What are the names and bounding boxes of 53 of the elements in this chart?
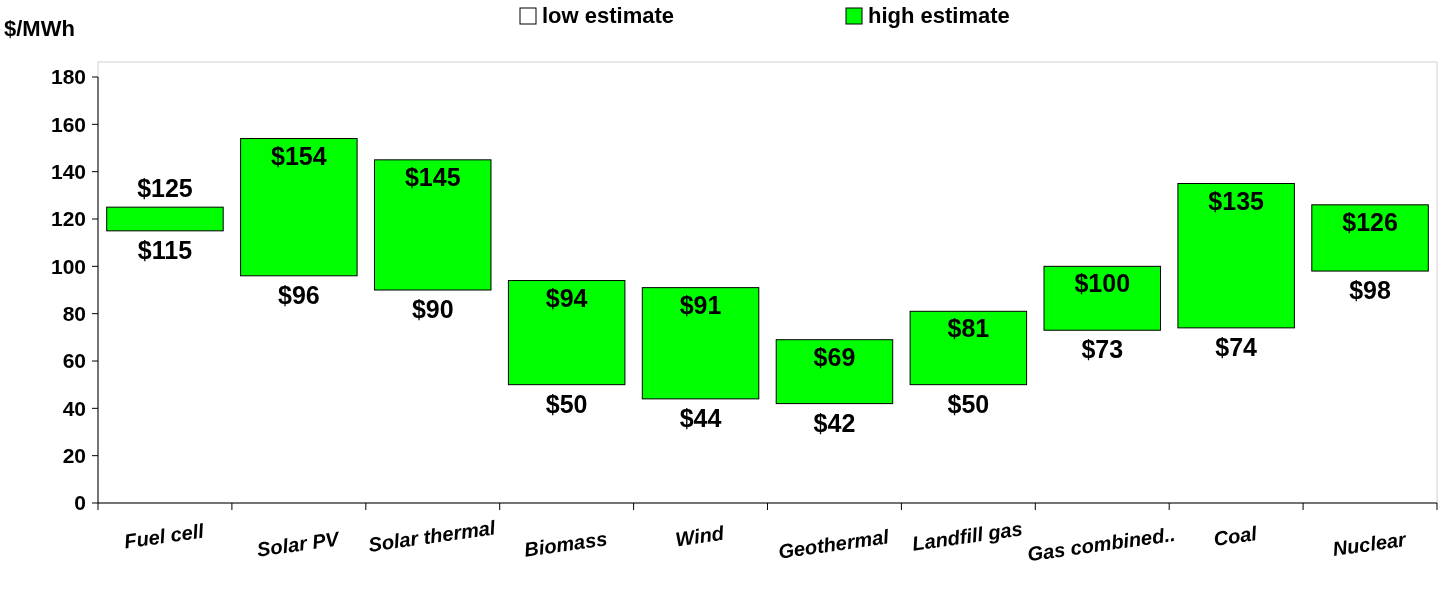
x-tick-label: Biomass <box>522 527 609 561</box>
bar <box>641 287 760 400</box>
bar <box>374 159 492 291</box>
bar <box>240 138 358 277</box>
annotation: $98 <box>1349 276 1391 305</box>
y-axis-title: $/MWh <box>4 16 75 41</box>
annotation: $154 <box>271 141 327 170</box>
annotation: $115 <box>137 235 193 264</box>
annotation: $42 <box>813 408 856 437</box>
x-tick-label: Gas combined.. <box>1026 522 1177 566</box>
y-tick-label: 80 <box>62 302 86 326</box>
bar <box>909 310 1028 386</box>
y-tick-label: 120 <box>50 207 86 231</box>
bar <box>1177 183 1295 329</box>
annotation: $73 <box>1081 335 1124 364</box>
x-tick-label: Wind <box>673 521 726 551</box>
bar <box>1043 265 1161 331</box>
annotation: $91 <box>679 290 722 319</box>
x-tick-label: Nuclear <box>1331 527 1409 561</box>
annotation: $90 <box>411 295 454 323</box>
annotation: $94 <box>545 283 588 312</box>
y-tick-label: 0 <box>74 491 86 515</box>
annotation: $69 <box>813 342 856 371</box>
legend-label: high estimate <box>868 3 1010 28</box>
y-tick-label: 180 <box>50 65 86 89</box>
x-tick-label: Solar thermal <box>366 516 498 556</box>
bar <box>775 339 894 405</box>
annotation: $44 <box>679 403 722 432</box>
annotation: $135 <box>1208 186 1265 215</box>
bar <box>106 206 224 232</box>
x-tick-label: Solar PV <box>255 527 342 561</box>
x-tick-label: Geothermal <box>776 525 891 563</box>
y-tick-label: 40 <box>62 396 86 420</box>
y-tick-label: 20 <box>62 444 86 468</box>
annotation: $50 <box>947 389 990 418</box>
y-tick-label: 140 <box>50 160 86 184</box>
x-tick-label: Fuel cell <box>122 519 206 553</box>
bar <box>1311 204 1429 272</box>
y-tick-label: 100 <box>50 254 86 278</box>
annotation: $100 <box>1074 269 1131 298</box>
x-tick-label: Coal <box>1212 522 1259 550</box>
y-tick-label: 160 <box>50 112 86 136</box>
annotation: $81 <box>947 314 990 343</box>
annotation: $145 <box>404 162 461 191</box>
annotation: $50 <box>545 389 588 418</box>
text: low estimate <box>542 3 675 28</box>
annotation: $74 <box>1215 332 1258 361</box>
annotation: $125 <box>137 174 193 203</box>
annotation: $96 <box>277 280 320 309</box>
bar <box>507 280 626 386</box>
y-tick-label: 60 <box>62 349 86 373</box>
x-tick-label: Landfill gas <box>910 517 1024 555</box>
annotation: $126 <box>1342 207 1398 236</box>
